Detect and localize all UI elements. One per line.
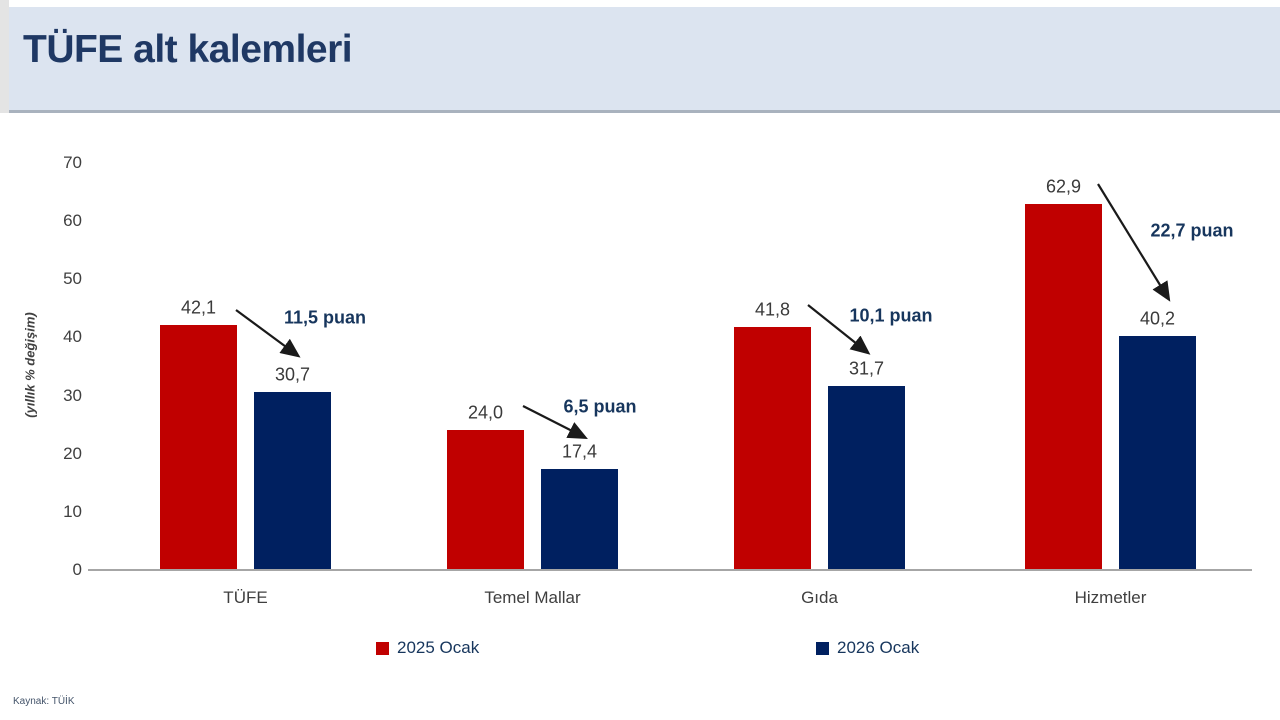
- y-axis-tick-10: 10: [63, 501, 82, 521]
- legend-item-2026-ocak: 2026 Ocak: [816, 638, 919, 658]
- decrease-arrow-icon-1: [235, 309, 301, 358]
- slide-left-gutter: [0, 0, 9, 113]
- legend-label: 2026 Ocak: [837, 638, 920, 657]
- value-label-2026-ocak-3: 31,7: [848, 358, 885, 379]
- value-label-2025-ocak-1: 42,1: [180, 297, 217, 318]
- value-label-2025-ocak-2: 24,0: [467, 402, 504, 423]
- annotation-label-1: 11,5 puan: [283, 307, 367, 328]
- bar-2025-ocak-2: [447, 430, 524, 570]
- slide-header: TÜFE alt kalemleri: [9, 7, 1280, 113]
- y-axis-tick-40: 40: [63, 327, 82, 347]
- legend-swatch-icon: [376, 641, 389, 655]
- legend-swatch-icon: [816, 641, 829, 655]
- bar-2026-ocak-4: [1119, 336, 1196, 570]
- bar-2025-ocak-4: [1025, 204, 1102, 570]
- bar-2025-ocak-3: [734, 326, 811, 570]
- decrease-arrow-icon-4: [1097, 183, 1171, 302]
- annotation-label-2: 6,5 puan: [563, 396, 637, 417]
- annotation-label-3: 10,1 puan: [849, 305, 933, 326]
- y-axis-tick-30: 30: [63, 385, 82, 405]
- page-title: TÜFE alt kalemleri: [23, 28, 353, 71]
- bar-2026-ocak-2: [541, 468, 618, 570]
- source-note: Kaynak: TÜİK: [13, 696, 75, 707]
- category-label-2: Temel Mallar: [484, 588, 581, 607]
- legend-label: 2025 Ocak: [397, 638, 480, 657]
- y-axis-tick-20: 20: [63, 443, 82, 463]
- value-label-2026-ocak-1: 30,7: [274, 364, 311, 384]
- decrease-arrow-icon-3: [807, 304, 871, 355]
- bar-2025-ocak-1: [160, 325, 237, 570]
- legend-item-2025-ocak: 2025 Ocak: [376, 638, 479, 658]
- value-label-2026-ocak-4: 40,2: [1139, 308, 1176, 329]
- y-axis-tick-70: 70: [63, 153, 82, 173]
- category-label-3: Gıda: [801, 588, 838, 607]
- y-axis-tick-0: 0: [72, 560, 82, 579]
- value-label-2025-ocak-3: 41,8: [754, 299, 791, 320]
- decrease-arrow-icon-2: [522, 405, 588, 439]
- y-axis-tick-60: 60: [63, 211, 82, 231]
- y-axis-tick-50: 50: [63, 269, 82, 289]
- annotation-label-4: 22,7 puan: [1150, 220, 1234, 241]
- value-label-2026-ocak-2: 17,4: [561, 441, 598, 462]
- bar-2026-ocak-3: [828, 385, 905, 570]
- value-label-2025-ocak-4: 62,9: [1045, 176, 1082, 197]
- category-label-1: TÜFE: [223, 588, 268, 607]
- bar-2026-ocak-1: [254, 391, 331, 570]
- category-label-4: Hizmetler: [1074, 588, 1147, 607]
